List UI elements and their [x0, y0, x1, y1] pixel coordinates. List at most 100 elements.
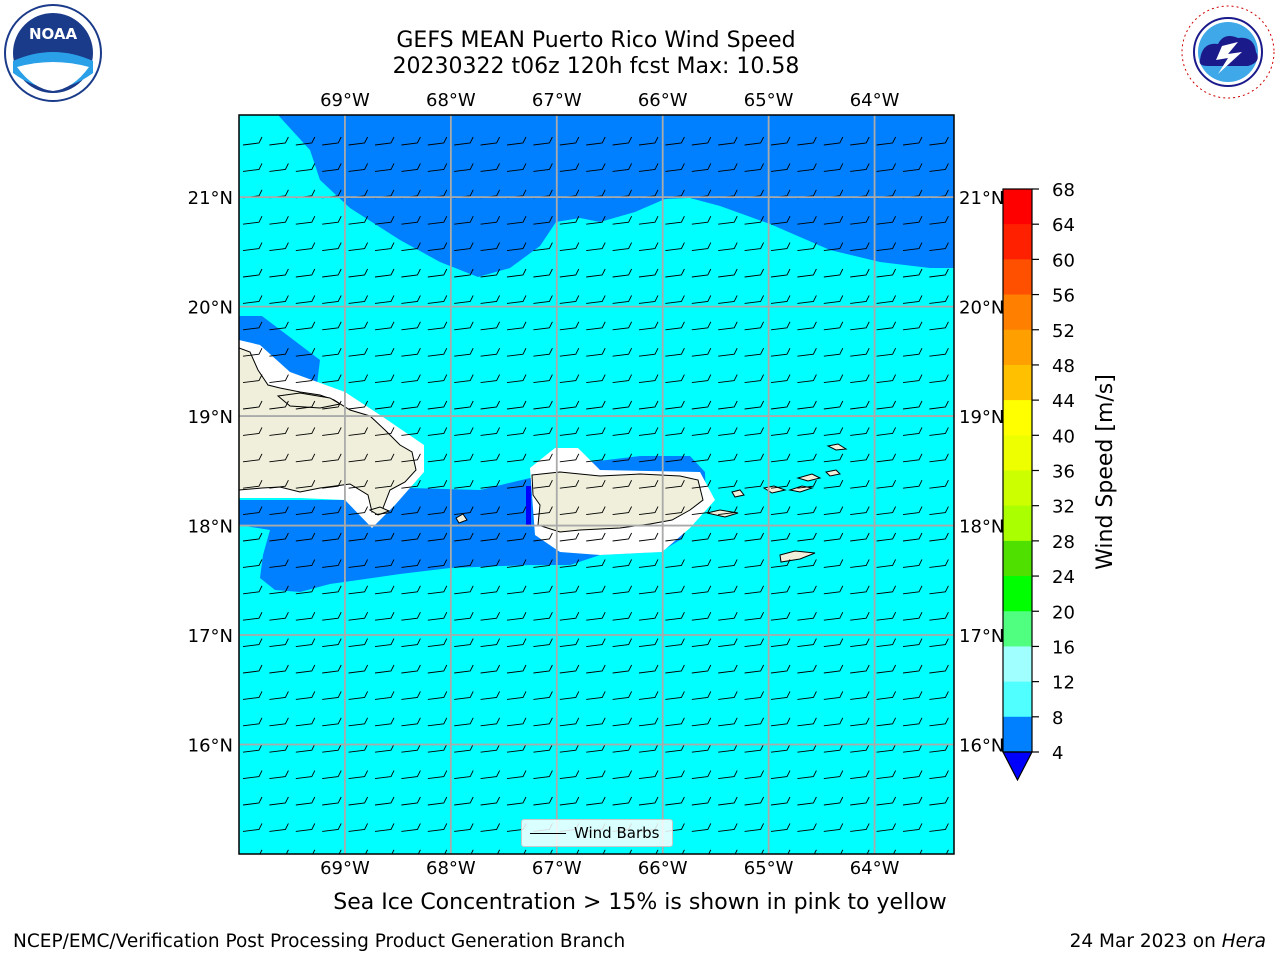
wind-barb	[533, 295, 553, 304]
wind-barb	[242, 242, 263, 252]
wind-barb	[348, 638, 369, 648]
wind-barb	[427, 242, 448, 252]
wind-barb	[559, 559, 580, 568]
wind-barb	[718, 638, 738, 648]
wind-barb	[427, 215, 448, 225]
wind-barb	[744, 321, 765, 331]
wind-barb	[929, 136, 949, 146]
wind-barb	[506, 717, 527, 727]
wind-barb	[269, 347, 289, 357]
wind-barb	[348, 427, 369, 436]
wind-barb	[665, 136, 685, 146]
wind-barb	[401, 453, 421, 463]
wind-barb	[665, 453, 685, 463]
wind-barb	[665, 743, 685, 753]
wind-barb	[454, 268, 474, 278]
colorbar-segment	[1003, 646, 1032, 683]
wind-barb	[770, 506, 791, 516]
wind-barb	[718, 215, 738, 225]
wind-barb	[956, 163, 975, 171]
wind-barb	[586, 585, 606, 595]
wind-barb	[242, 611, 263, 621]
wind-barb	[374, 321, 395, 331]
wind-barb	[374, 374, 395, 384]
wind-barb	[348, 611, 369, 621]
wind-barb	[850, 743, 870, 753]
wind-barb	[823, 321, 844, 331]
wind-barb	[902, 163, 923, 172]
wind-barb	[559, 770, 580, 780]
wind-barb	[533, 796, 553, 806]
wind-barb	[322, 374, 342, 384]
wind-barb	[691, 796, 712, 806]
colorbar-segment	[1003, 540, 1032, 577]
wind-barb	[708, 849, 712, 854]
wind-barb	[374, 453, 395, 463]
wind-barb	[665, 427, 685, 436]
wind-barb	[586, 347, 606, 357]
wind-barb	[797, 638, 817, 648]
wind-barb	[902, 215, 923, 225]
wind-barb	[374, 400, 395, 410]
wind-barb	[902, 374, 923, 384]
wind-barb	[770, 453, 791, 463]
wind-barb	[586, 796, 606, 806]
wind-barb	[797, 585, 817, 595]
wind-barb	[929, 163, 949, 172]
wind-barb	[506, 664, 527, 674]
wind-barb	[718, 163, 738, 172]
wind-barb	[322, 268, 342, 278]
wind-barb	[612, 796, 633, 806]
wind-barb	[454, 559, 474, 568]
wind-barb	[322, 823, 342, 832]
wind-barb	[956, 665, 975, 673]
wind-barb	[638, 532, 659, 542]
wind-barb	[374, 717, 395, 727]
wind-barb	[850, 691, 870, 700]
nws-logo	[1180, 4, 1276, 100]
wind-barb	[902, 427, 923, 436]
wind-barb	[427, 427, 448, 436]
wind-barb	[480, 638, 501, 648]
wind-barb	[586, 400, 606, 410]
wind-barb	[823, 796, 844, 806]
wind-barb	[612, 427, 633, 436]
wind-barb	[850, 136, 870, 146]
wind-barb	[322, 717, 342, 727]
wind-barb	[454, 691, 474, 700]
wind-barb	[770, 796, 791, 806]
wind-barb	[269, 664, 289, 674]
wind-barb	[480, 664, 501, 674]
wind-barb	[480, 295, 501, 304]
wind-barb	[956, 559, 975, 567]
noaa-logo-text: NOAA	[29, 25, 78, 43]
wind-barb	[480, 242, 501, 252]
colorbar-under-arrow	[1002, 751, 1033, 782]
wind-barb	[559, 743, 580, 753]
wind-barb	[850, 796, 870, 806]
wind-barb	[850, 400, 870, 410]
wind-barb	[902, 268, 923, 278]
wind-barb	[533, 770, 553, 780]
wind-barb	[454, 242, 474, 252]
colorbar-tick-label: 16	[1052, 637, 1075, 658]
wind-barb	[533, 479, 553, 489]
graticule	[239, 115, 954, 854]
wind-barb	[506, 400, 527, 410]
wind-barb	[850, 374, 870, 384]
wind-barb	[797, 374, 817, 384]
wind-barb	[956, 718, 975, 726]
wind-barb	[374, 823, 395, 832]
wind-barb	[612, 638, 633, 648]
wind-barb	[480, 823, 501, 832]
wind-barb	[902, 691, 923, 700]
wind-barb	[902, 823, 923, 832]
wind-barb	[797, 321, 817, 331]
wind-barb	[480, 163, 501, 172]
wind-barb	[322, 532, 342, 542]
land-culebra	[731, 489, 745, 498]
wind-barb	[770, 400, 791, 410]
wind-barb	[401, 559, 421, 568]
wind-barb	[902, 242, 923, 252]
wind-barb	[902, 796, 923, 806]
